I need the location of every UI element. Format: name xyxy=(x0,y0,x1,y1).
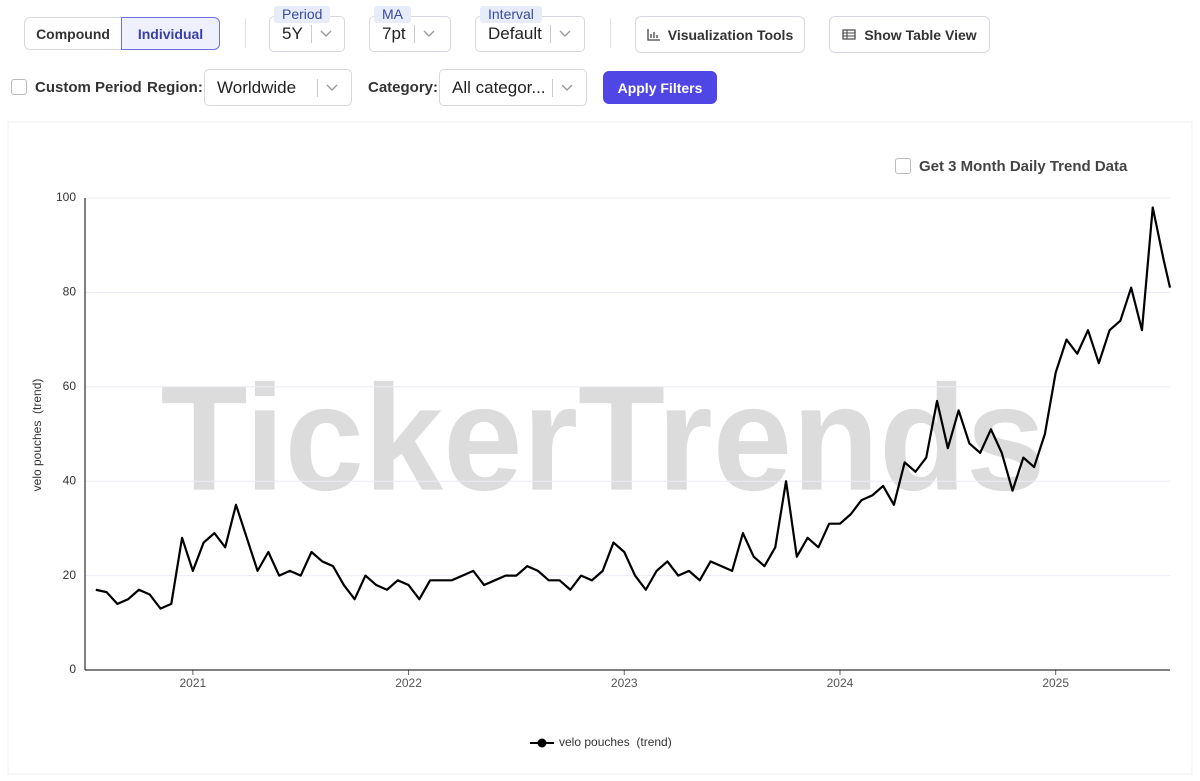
x-tick-label: 2022 xyxy=(395,676,422,690)
interval-value: Default xyxy=(488,24,542,43)
button-text: Show Table View xyxy=(864,26,977,43)
legend-label: velo pouches (trend) xyxy=(559,735,672,749)
daily-trend-label: Get 3 Month Daily Trend Data xyxy=(919,158,1128,175)
category-select[interactable]: All categor... xyxy=(439,69,587,106)
y-tick-label: 100 xyxy=(56,190,76,204)
legend-marker xyxy=(537,738,547,748)
chevron xyxy=(423,30,435,37)
interval-select[interactable]: Default xyxy=(475,16,585,52)
region-select[interactable]: Worldwide xyxy=(204,69,352,106)
table-icon xyxy=(842,29,856,40)
chevron xyxy=(561,84,573,91)
category-label: Category: xyxy=(368,79,439,96)
trend-line xyxy=(95,206,1172,610)
y-tick-label: 0 xyxy=(69,662,76,676)
button-text: Visualization Tools xyxy=(667,26,794,43)
watermark: TickerTrends xyxy=(161,354,1046,522)
y-tick-label: 40 xyxy=(63,473,77,487)
region-label: Region: xyxy=(147,79,203,96)
period-value: 5Y xyxy=(282,24,303,43)
x-tick-label: 2024 xyxy=(827,676,854,690)
x-tick-label: 2021 xyxy=(180,676,207,690)
y-tick-label: 20 xyxy=(63,568,77,582)
y-tick-label: 60 xyxy=(63,379,77,393)
x-tick-label: 2023 xyxy=(611,676,638,690)
chevron xyxy=(320,30,332,37)
x-tick-label: 2025 xyxy=(1042,676,1069,690)
interval-label: Interval xyxy=(480,6,542,23)
custom-period-checkbox[interactable] xyxy=(11,79,27,95)
ma-value: 7pt xyxy=(382,24,406,43)
chevron xyxy=(326,84,338,91)
show-table-view-button[interactable]: Show Table View xyxy=(829,16,990,53)
separator xyxy=(610,18,611,48)
category-value: All categor... xyxy=(452,77,544,97)
individual-button[interactable]: Individual xyxy=(121,17,220,50)
compound-button[interactable]: Compound xyxy=(24,17,122,50)
y-tick-label: 80 xyxy=(63,285,77,299)
apply-filters-button[interactable]: Apply Filters xyxy=(603,71,717,104)
chart-panel xyxy=(7,121,1193,775)
daily-trend-checkbox[interactable] xyxy=(895,158,911,174)
separator xyxy=(245,18,246,48)
y-axis-label: velo pouches (trend) xyxy=(30,379,44,492)
custom-period-label: Custom Period xyxy=(35,79,142,96)
chevron xyxy=(559,30,571,37)
period-label: Period xyxy=(274,6,331,23)
chart-icon xyxy=(647,28,660,41)
ma-label: MA xyxy=(374,6,411,23)
region-value: Worldwide xyxy=(217,77,297,97)
visualization-tools-button[interactable]: Visualization Tools xyxy=(635,16,805,53)
